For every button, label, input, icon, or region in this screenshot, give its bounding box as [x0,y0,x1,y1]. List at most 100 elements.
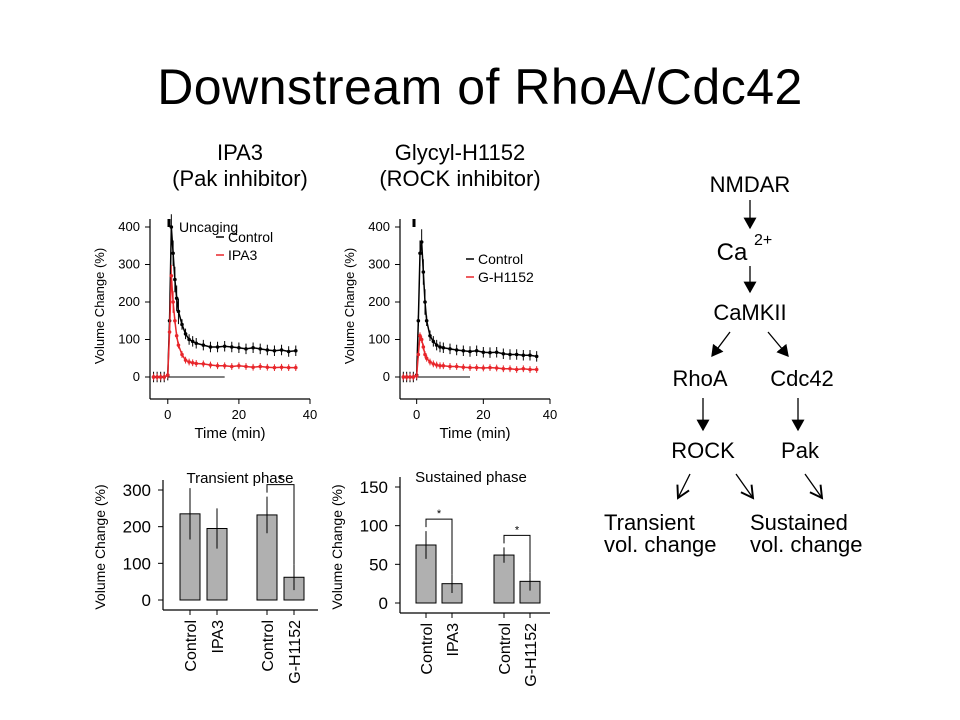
rock-panel-title-line1: Glycyl-H1152 [394,140,526,165]
pak-data-point [187,337,191,342]
rock-data-point [421,270,426,274]
pak-data-point [151,375,156,379]
rock-data-point [488,365,492,370]
pak-data-point [187,360,191,364]
pak-y-tick-label: 400 [118,219,140,234]
transient-category-label: G-H1152 [287,620,304,684]
arrow-pak-sustained [804,473,824,500]
rock-data-point [434,363,439,367]
node-cdc42: Cdc42 [770,366,834,391]
pak-data-point [173,318,177,323]
rock-data-point [454,364,459,369]
node-rhoa: RhoA [672,366,727,391]
rock-data-point [408,375,412,379]
pak-x-tick-label: 20 [232,407,246,422]
pak-data-point [272,365,277,370]
transient-y-tick-label: 100 [123,554,151,573]
sustained-significance-bracket [503,534,531,573]
sustained-y-tick-label: 50 [369,555,388,574]
pak-data-point [183,332,188,336]
pak-y-tick-label: 100 [118,332,140,347]
pak-data-point [176,343,181,347]
arrow-rock-transient [676,473,691,500]
rock-data-point [461,348,466,353]
transient-y-tick-label: 300 [123,481,151,500]
pak-data-point [171,300,175,304]
rock-legend-label: Control [478,251,523,267]
sustained-y-tick-label: 150 [360,478,388,497]
sustained-category-label: Control [497,623,514,675]
pak-x-axis-label: Time (min) [194,425,265,442]
rock-data-point [418,333,422,338]
pak-data-point [162,375,167,379]
pak-x-tick-label: 0 [164,407,171,422]
sustained-significance-star: * [515,524,520,536]
transient-y-tick-label: 0 [142,591,151,610]
rock-data-point [488,350,492,355]
rock-data-point [534,367,539,372]
rock-x-tick-label: 0 [413,407,420,422]
rock-data-point [428,360,432,364]
pak-y-axis-label: Volume Change (%) [92,248,107,364]
pak-data-point [201,362,206,366]
rock-y-tick-label: 100 [368,332,390,347]
pak-data-point [286,349,291,354]
rock-y-axis-label: Volume Change (%) [342,248,357,364]
pak-x-tick-label: 40 [303,407,317,422]
rock-y-tick-label: 400 [368,219,390,234]
pak-uncaging-marker [167,219,171,227]
rock-data-point [474,365,479,370]
rock-data-point [424,356,429,361]
pak-data-point [258,364,263,369]
rock-panel-title: Glycyl-H1152 (ROCK inhibitor) [340,140,580,192]
rock-data-point [528,353,532,358]
pak-data-point [215,345,220,349]
pak-data-point [174,333,179,338]
pak-y-tick-label: 300 [118,257,140,272]
transient-category-label: Control [183,620,200,672]
sustained-category-label: IPA3 [445,623,462,657]
rock-panel-title-line2: (ROCK inhibitor) [379,166,541,191]
rock-data-point [508,366,512,371]
rock-y-tick-label: 300 [368,257,390,272]
slide-title: Downstream of RhoA/Cdc42 [157,59,803,115]
pak-data-point [183,358,188,362]
pak-data-point [208,345,213,349]
pak-data-point [194,361,199,366]
sustained-category-label: Control [419,623,436,675]
rock-data-point [481,366,486,370]
pak-data-point [167,330,172,334]
rock-data-point [474,348,479,353]
rock-data-point [468,349,472,354]
pak-panel-title-line1: IPA3 [216,140,264,165]
pak-data-point [201,343,206,347]
transient-category-label: Control [260,620,277,672]
sustained-y-tick-label: 100 [360,517,388,536]
pak-data-point [222,363,227,368]
transient-category-label: IPA3 [210,620,227,654]
pak-legend-label: Control [228,229,273,245]
rock-data-point [521,366,526,371]
rock-data-point [438,345,442,349]
rock-data-point [438,363,442,368]
arrow-camkii-rhoa [711,331,731,358]
node-pak: Pak [781,438,820,463]
pak-data-point [190,360,195,365]
pak-data-point [194,341,199,346]
rock-data-point [501,351,506,356]
rock-x-axis-label: Time (min) [439,425,510,442]
pak-data-point [258,347,263,351]
rock-data-point [494,350,499,355]
pak-data-point [293,365,298,370]
arrow-camkii-cdc42 [767,331,789,357]
rock-data-point [416,352,421,357]
pak-data-point [237,345,241,350]
pak-data-point [158,375,163,379]
pak-data-point [165,373,170,377]
rock-data-point [404,375,409,379]
sustained-y-axis-label: Volume Change (%) [329,484,345,609]
node-sustained-line1: Sustained [750,510,848,535]
pak-data-point [293,348,298,353]
rock-data-point [468,365,472,370]
